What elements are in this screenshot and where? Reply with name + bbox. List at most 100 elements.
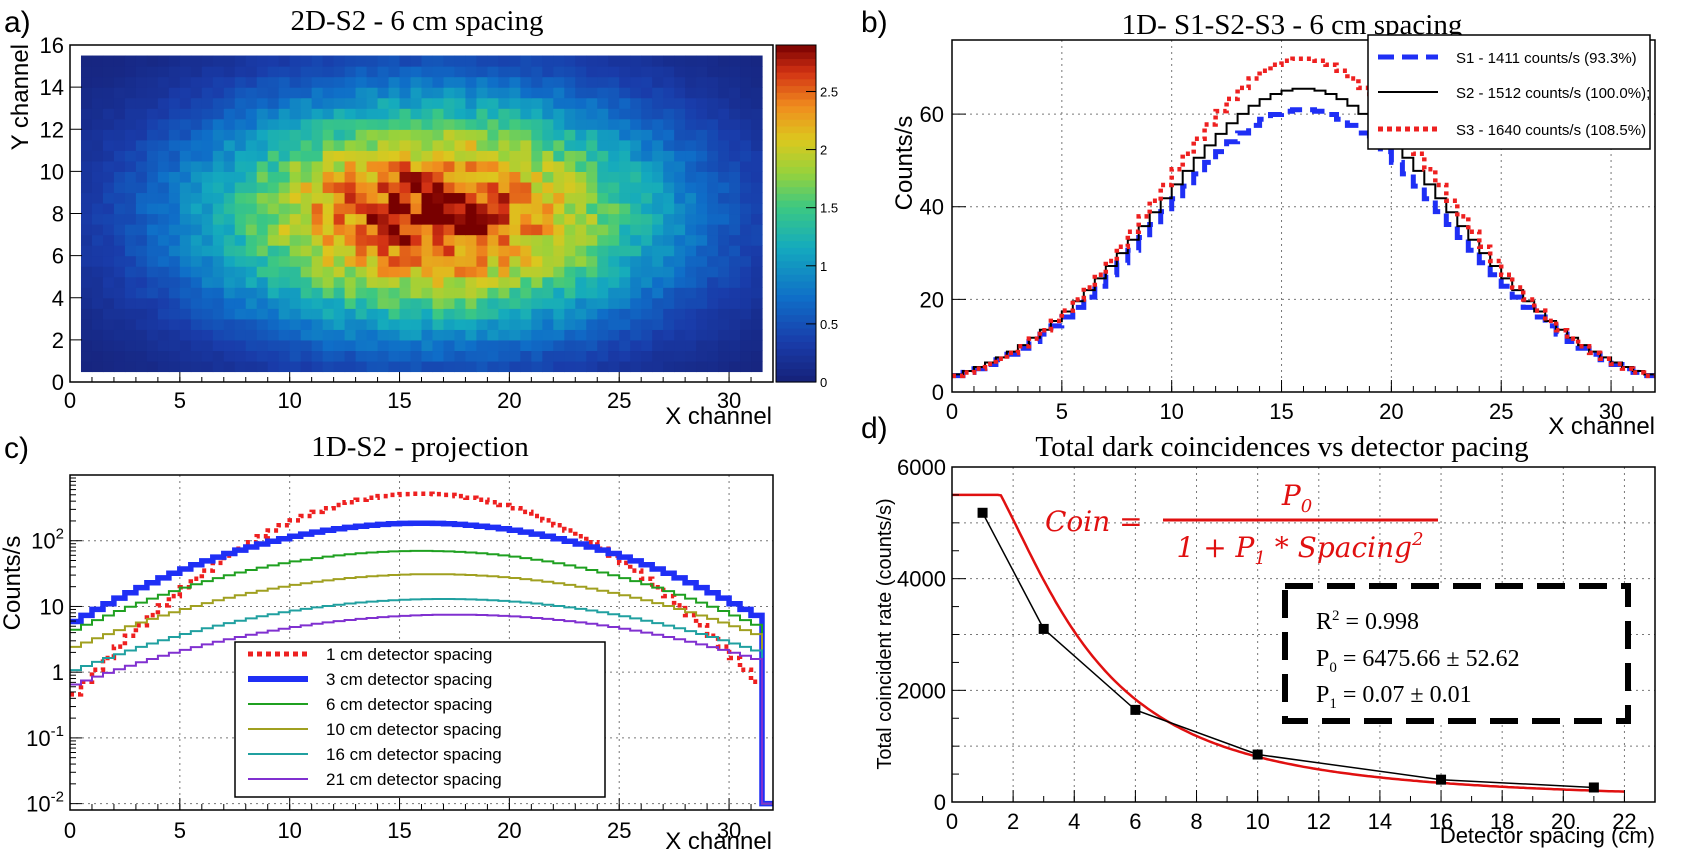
heatmap-cell <box>575 297 587 309</box>
heatmap-cell <box>245 202 258 215</box>
heatmap-cell <box>608 297 620 309</box>
heatmap-cell <box>509 255 521 267</box>
heatmap-cell <box>674 171 686 183</box>
heatmap-cell <box>91 297 104 309</box>
heatmap-cell <box>146 55 159 67</box>
heatmap-cell <box>234 255 247 267</box>
heatmap-cell <box>575 339 587 352</box>
heatmap-cell <box>685 234 697 246</box>
heatmap-cell <box>564 66 576 78</box>
heatmap-cell <box>542 360 554 373</box>
heatmap-cell <box>641 266 653 278</box>
heatmap-cell <box>509 287 521 299</box>
heatmap-cell <box>619 129 631 141</box>
heatmap-cell <box>575 118 587 130</box>
heatmap-cell <box>410 192 423 204</box>
heatmap-cell <box>410 129 423 141</box>
heatmap-cell <box>509 160 521 172</box>
heatmap-cell <box>212 224 225 236</box>
heatmap-cell <box>586 308 598 320</box>
heatmap-cell <box>289 329 302 341</box>
heatmap-cell <box>575 245 587 257</box>
heatmap-cell <box>399 108 412 120</box>
heatmap-cell <box>201 297 214 309</box>
heatmap-cell <box>124 118 137 130</box>
heatmap-cell <box>718 97 730 109</box>
heatmap-cell <box>487 129 499 141</box>
heatmap-cell <box>465 108 478 120</box>
heatmap-cell <box>432 318 445 330</box>
heatmap-cell <box>80 276 93 288</box>
heatmap-cell <box>476 97 488 109</box>
heatmap-cell <box>322 97 335 109</box>
heatmap-cell <box>740 150 752 162</box>
heatmap-cell <box>399 129 412 141</box>
heatmap-cell <box>80 160 93 172</box>
heatmap-cell <box>377 266 390 278</box>
heatmap-cell <box>465 202 478 215</box>
heatmap-cell <box>355 276 368 288</box>
heatmap-cell <box>267 318 280 330</box>
heatmap-cell <box>586 329 598 341</box>
heatmap-cell <box>223 339 236 352</box>
heatmap-cell <box>465 234 478 246</box>
heatmap-cell <box>597 97 609 109</box>
heatmap-cell <box>124 350 137 362</box>
heatmap-cell <box>234 213 247 225</box>
heatmap-cell <box>542 87 554 99</box>
heatmap-cell <box>179 150 192 162</box>
heatmap-cell <box>201 108 214 120</box>
heatmap-cell <box>564 339 576 352</box>
panel-b-x-tick-label: 20 <box>1379 399 1403 424</box>
heatmap-cell <box>575 234 587 246</box>
heatmap-cell <box>234 55 247 67</box>
heatmap-cell <box>597 350 609 362</box>
heatmap-cell <box>355 171 368 183</box>
colorbar-segment <box>776 112 816 120</box>
heatmap-cell <box>630 202 642 215</box>
heatmap-cell <box>432 255 445 267</box>
heatmap-cell <box>663 266 675 278</box>
heatmap-cell <box>751 97 763 109</box>
heatmap-cell <box>685 171 697 183</box>
heatmap-cell <box>575 266 587 278</box>
heatmap-cell <box>641 108 653 120</box>
heatmap-cell <box>520 139 532 151</box>
heatmap-cell <box>91 318 104 330</box>
panel-c-y-tick-label: 10-1 <box>26 723 64 751</box>
heatmap-cell <box>168 108 181 120</box>
heatmap-cell <box>663 224 675 236</box>
panel-d-grid <box>951 467 1655 802</box>
heatmap-cell <box>432 245 445 257</box>
heatmap-cell <box>102 287 115 299</box>
heatmap-cell <box>355 266 368 278</box>
heatmap-cell <box>333 55 346 67</box>
heatmap-cell <box>531 55 543 67</box>
heatmap-cell <box>729 181 741 194</box>
heatmap-cell <box>278 234 291 246</box>
colorbar-segment <box>776 321 816 329</box>
heatmap-cell <box>190 192 203 204</box>
heatmap-cell <box>608 55 620 67</box>
heatmap-cell <box>388 160 401 172</box>
heatmap-cell <box>641 150 653 162</box>
heatmap-cell <box>201 129 214 141</box>
heatmap-cell <box>498 181 510 194</box>
heatmap-cell <box>322 139 335 151</box>
heatmap-cell <box>729 318 741 330</box>
heatmap-cell <box>498 139 510 151</box>
heatmap-cell <box>476 224 488 236</box>
heatmap-cell <box>135 108 148 120</box>
heatmap-cell <box>322 87 335 99</box>
heatmap-cell <box>179 202 192 215</box>
heatmap-cell <box>146 139 159 151</box>
colorbar-segment <box>776 206 816 215</box>
heatmap-cell <box>102 192 115 204</box>
heatmap-cell <box>201 276 214 288</box>
panel-a-x-axis: 0 5 10 15 20 25 30 <box>64 372 774 413</box>
heatmap-cell <box>355 181 368 194</box>
heatmap-cell <box>553 245 565 257</box>
heatmap-cell <box>663 66 675 78</box>
heatmap-cell <box>586 118 598 130</box>
heatmap-cell <box>157 339 170 352</box>
